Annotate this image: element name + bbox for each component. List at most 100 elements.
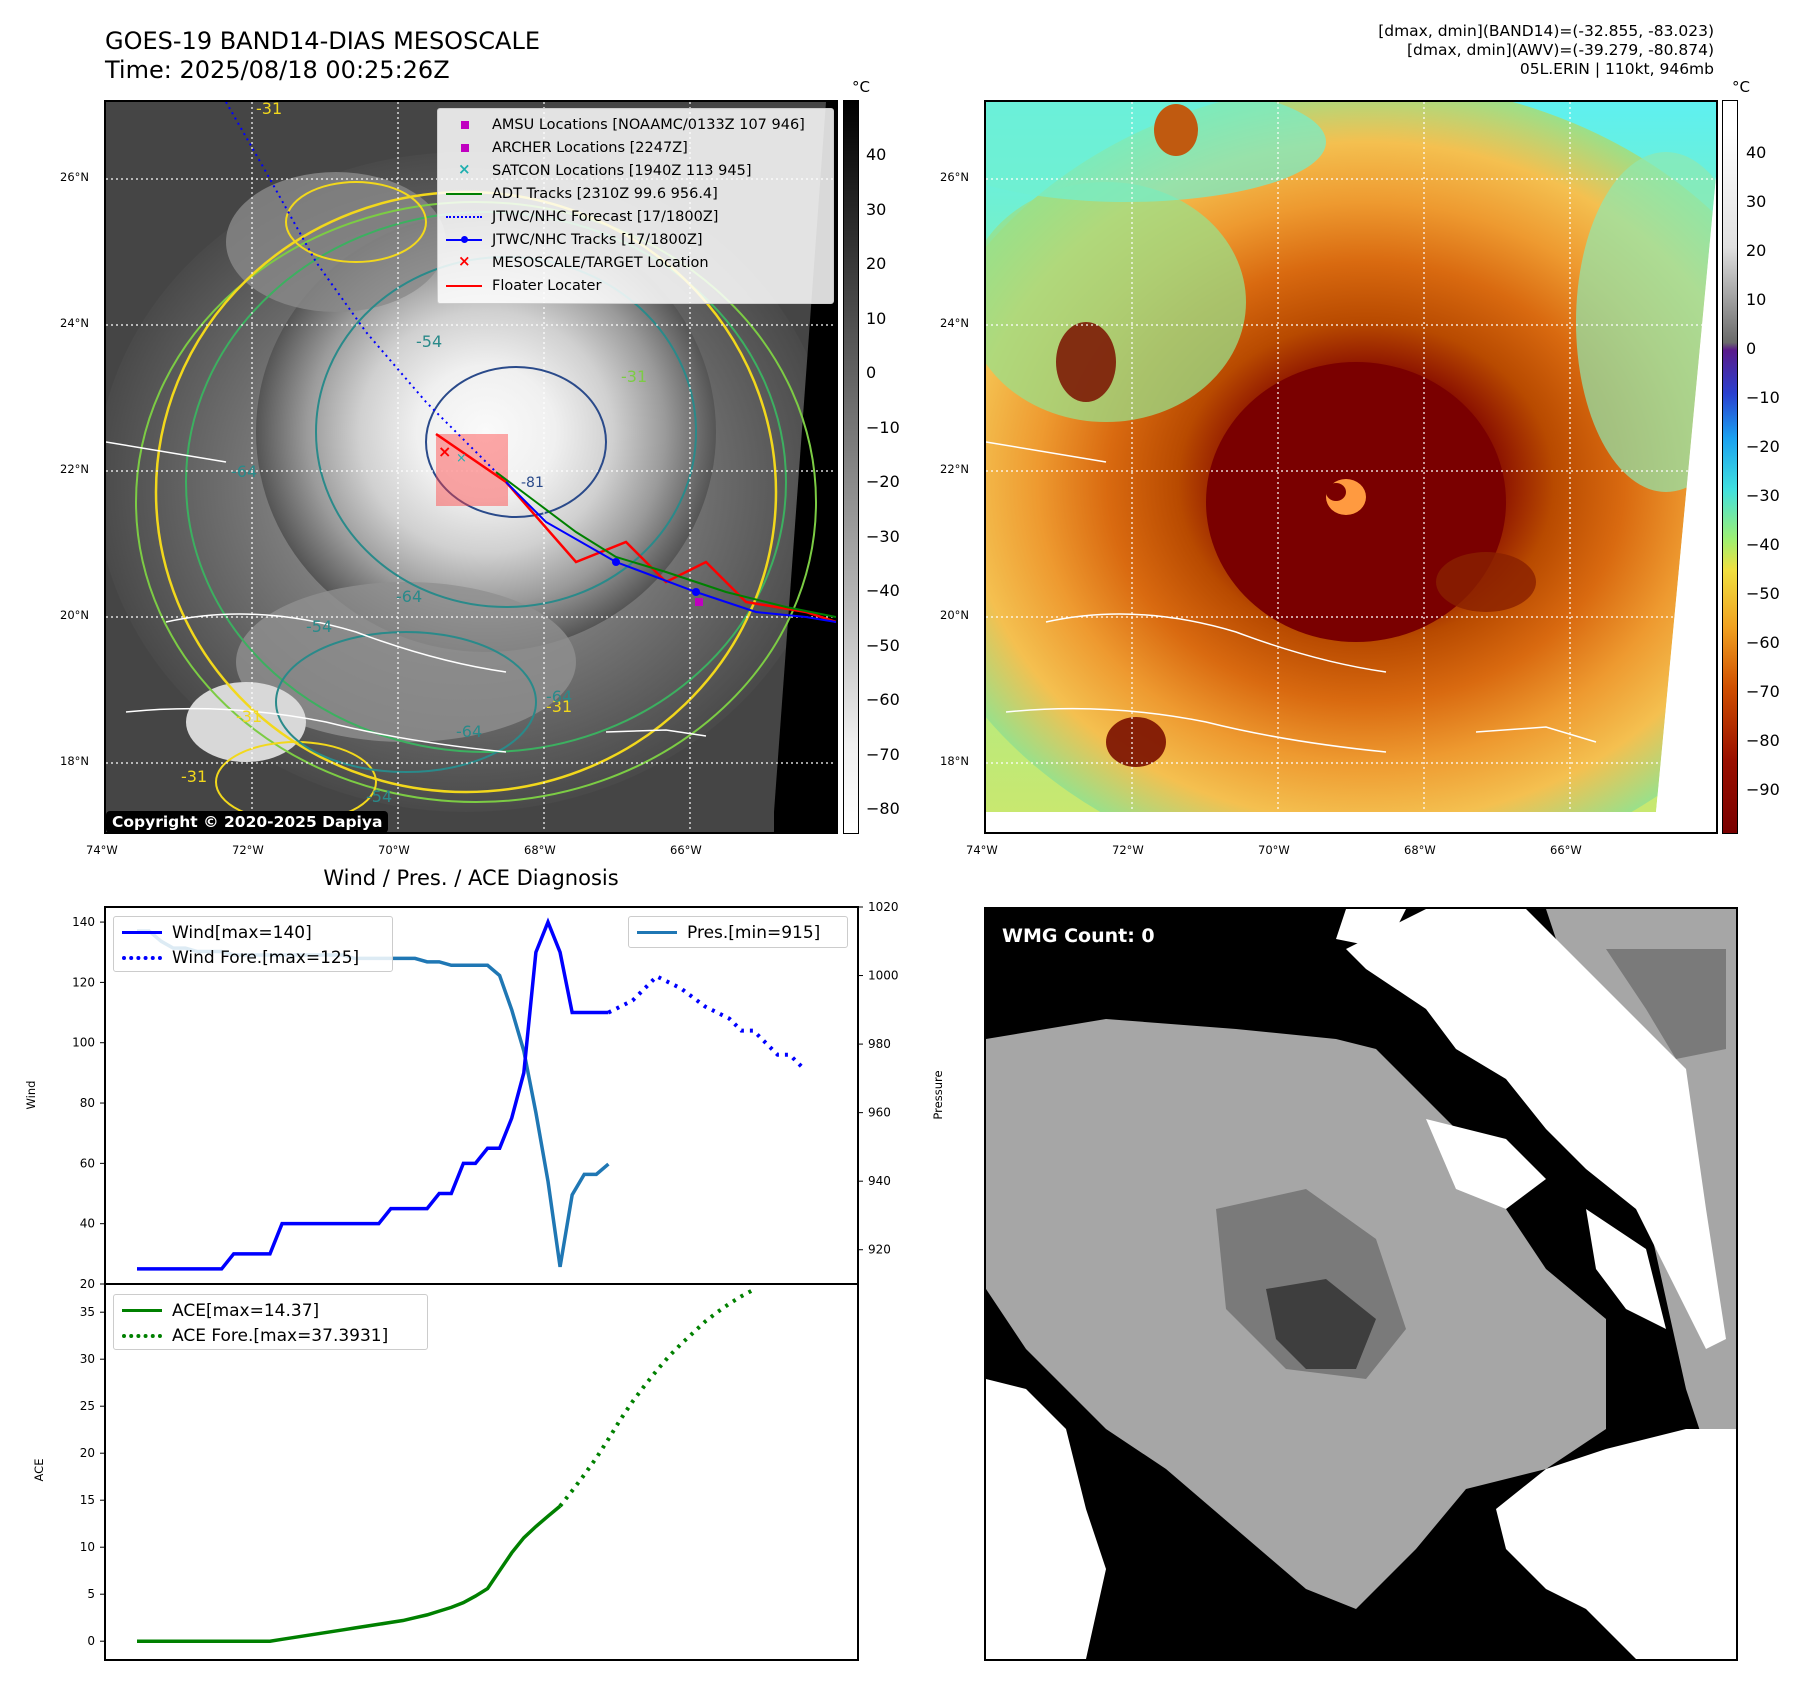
gray-colorbar-tick: 20 (866, 254, 887, 273)
lat-tick: 18°N (60, 754, 89, 768)
wind-tick-label: 40 (80, 1217, 95, 1231)
svg-text:×: × (456, 451, 467, 466)
legend-pressure: Pres.[min=915] (637, 920, 839, 945)
ace-series-line (137, 1504, 562, 1643)
contour-label: -31 (236, 707, 262, 726)
gray-colorbar-tick: −20 (866, 472, 900, 491)
color-colorbar-tick: 30 (1746, 192, 1767, 211)
legend-wind: Wind[max=140] (122, 920, 384, 945)
legend-ace: ACE[max=14.37] (122, 1298, 419, 1323)
wind-tick-label: 20 (80, 1277, 95, 1291)
contour-label: -54 (366, 787, 392, 806)
wind-legend: Wind[max=140] Wind Fore.[max=125] (113, 916, 393, 972)
ace-tick-label: 15 (80, 1493, 95, 1507)
wmg-count-label: WMG Count: 0 (1002, 925, 1155, 947)
ace-tick-label: 20 (80, 1446, 95, 1460)
pressure-tick-label: 960 (868, 1106, 891, 1120)
contour-label: -64 (546, 687, 572, 706)
legend-label: Floater Locater (492, 277, 602, 294)
wind-tick-label: 60 (80, 1156, 95, 1170)
gray-colorbar-tick: 10 (866, 308, 887, 328)
svg-text:×: × (438, 442, 451, 461)
gray-colorbar-tick: −10 (866, 417, 900, 437)
legend-item: JTWC/NHC Tracks [17/1800Z] (446, 228, 825, 251)
awv-map-panel (984, 100, 1718, 834)
band14-range: [dmax, dmin](BAND14)=(-32.855, -83.023) (1378, 22, 1714, 40)
legend-label: SATCON Locations [1940Z 113 945] (492, 162, 752, 179)
ace-tick-label: 30 (80, 1352, 95, 1366)
lat-tick: 24°N (940, 316, 969, 330)
ace-tick-label: 5 (87, 1587, 95, 1601)
pressure-tick-label: 1000 (868, 969, 899, 983)
lat-tick: 22°N (60, 462, 89, 476)
contour-label: -31 (256, 102, 282, 118)
legend-label: AMSU Locations [NOAAMC/0133Z 107 946] (492, 116, 805, 133)
copyright-label: Copyright © 2020-2025 Dapiya (106, 811, 389, 832)
contour-label: -81 (521, 475, 544, 491)
legend-symbol: × (458, 159, 471, 178)
lon-tick: 68°W (524, 843, 556, 857)
lat-tick: 24°N (60, 316, 89, 330)
wmg-image (986, 909, 1736, 1659)
ace-tick-label: 25 (80, 1399, 95, 1413)
contour-label: -64 (231, 462, 257, 481)
ir-map-panel: × × -31 -31 -31 -31 -31 -54 -54 -54 -64 … (104, 100, 838, 834)
color-colorbar-tick: −90 (1746, 780, 1780, 799)
wind-tick-label: 140 (72, 915, 95, 929)
lon-tick: 70°W (378, 843, 410, 857)
contour-label: -54 (416, 332, 442, 351)
figure-title: GOES-19 BAND14-DIAS MESOSCALE Time: 2025… (105, 27, 540, 85)
lon-tick: 68°W (1404, 843, 1436, 857)
color-colorbar-tick: −40 (1746, 535, 1780, 554)
legend-symbol (446, 187, 482, 201)
contour-label: -31 (181, 767, 207, 786)
color-colorbar-tick: 0 (1746, 339, 1757, 358)
storm-info: [dmax, dmin](BAND14)=(-32.855, -83.023) … (1378, 22, 1714, 79)
color-colorbar (1722, 100, 1738, 834)
lon-tick: 70°W (1258, 843, 1290, 857)
legend-item: ADT Tracks [2310Z 99.6 956.4] (446, 182, 825, 205)
legend-label: MESOSCALE/TARGET Location (492, 254, 709, 271)
legend-item: Floater Locater (446, 274, 825, 297)
legend-label: ADT Tracks [2310Z 99.6 956.4] (492, 185, 718, 202)
lon-tick: 72°W (232, 843, 264, 857)
legend-symbol (446, 233, 482, 247)
wind-tick-label: 100 (72, 1036, 95, 1050)
lat-tick: 26°N (60, 170, 89, 184)
lat-tick: 20°N (940, 608, 969, 622)
color-colorbar-tick: −80 (1746, 731, 1780, 750)
gray-colorbar-tick: −30 (866, 526, 900, 546)
lon-tick: 66°W (1550, 843, 1582, 857)
ace-tick-label: 10 (80, 1540, 95, 1554)
wind-tick-label: 80 (80, 1096, 95, 1110)
color-colorbar-tick: −50 (1746, 584, 1780, 603)
color-colorbar-tick: −70 (1746, 682, 1780, 701)
legend-item: ARCHER Locations [2247Z] (446, 136, 825, 159)
wind-series-line (137, 917, 609, 1271)
wmg-panel: WMG Count: 0 (984, 907, 1738, 1661)
pressure-legend: Pres.[min=915] (628, 916, 848, 948)
title-line-2: Time: 2025/08/18 00:25:26Z (105, 56, 450, 84)
lat-tick: 22°N (940, 462, 969, 476)
legend-label: JTWC/NHC Tracks [17/1800Z] (492, 231, 703, 248)
legend-item: JTWC/NHC Forecast [17/1800Z] (446, 205, 825, 228)
wind-axis-label: Wind (24, 1081, 38, 1110)
ace-legend: ACE[max=14.37] ACE Fore.[max=37.3931] (113, 1294, 428, 1350)
awv-range: [dmax, dmin](AWV)=(-39.279, -80.874) (1407, 41, 1714, 59)
pressure-tick-label: 1020 (868, 900, 899, 914)
wind-forecast-series-line (607, 973, 804, 1069)
legend-item: AMSU Locations [NOAAMC/0133Z 107 946] (446, 113, 825, 136)
chart-title: Wind / Pres. / ACE Diagnosis (323, 866, 619, 890)
contour-label: -64 (456, 722, 482, 741)
lon-tick: 72°W (1112, 843, 1144, 857)
lat-tick: 26°N (940, 170, 969, 184)
legend-symbol (446, 279, 482, 293)
color-colorbar-tick: 20 (1746, 241, 1767, 260)
legend-wind-forecast: Wind Fore.[max=125] (122, 945, 384, 970)
color-colorbar-tick: −30 (1746, 486, 1780, 505)
pressure-tick-label: 940 (868, 1174, 891, 1188)
legend-ace-forecast: ACE Fore.[max=37.3931] (122, 1323, 419, 1348)
legend-item: × MESOSCALE/TARGET Location (446, 251, 825, 274)
legend-label: JTWC/NHC Forecast [17/1800Z] (492, 208, 719, 225)
